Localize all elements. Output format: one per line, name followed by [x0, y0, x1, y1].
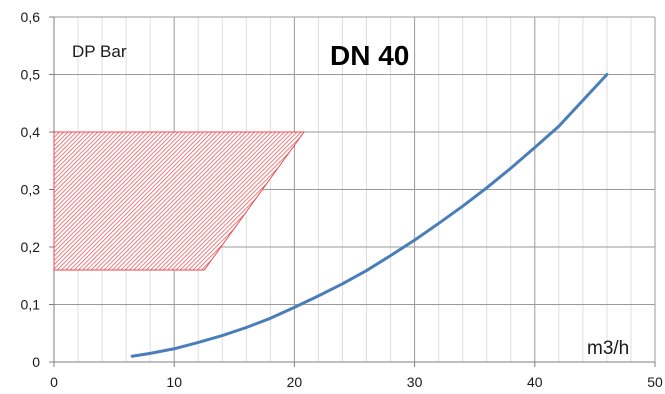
- tick-labels: 0 10 20 30 40 50 0 0,1 0,2 0,3 0,4 0,5 0,6: [21, 9, 663, 390]
- x-tick-label: 20: [287, 374, 303, 390]
- series-line: [130, 73, 609, 358]
- y-tick-label: 0,4: [21, 124, 41, 140]
- y-tick-label: 0,2: [21, 239, 41, 255]
- x-tick-label: 30: [407, 374, 423, 390]
- series: [130, 73, 609, 358]
- chart-title: DN 40: [330, 40, 409, 71]
- y-axis-label: DP Bar: [72, 42, 127, 61]
- y-tick-label: 0,6: [21, 9, 41, 25]
- x-tick-label: 40: [527, 374, 543, 390]
- hatched-region: [53, 131, 305, 271]
- y-tick-label: 0,5: [21, 67, 41, 83]
- y-tick-label: 0,1: [21, 297, 41, 313]
- y-tick-label: 0: [32, 354, 40, 370]
- x-tick-label: 50: [647, 374, 663, 390]
- shaded-region: [53, 131, 305, 271]
- x-axis-label: m3/h: [587, 338, 629, 359]
- x-tick-label: 10: [166, 374, 182, 390]
- y-tick-label: 0,3: [21, 182, 41, 198]
- x-tick-label: 0: [50, 374, 58, 390]
